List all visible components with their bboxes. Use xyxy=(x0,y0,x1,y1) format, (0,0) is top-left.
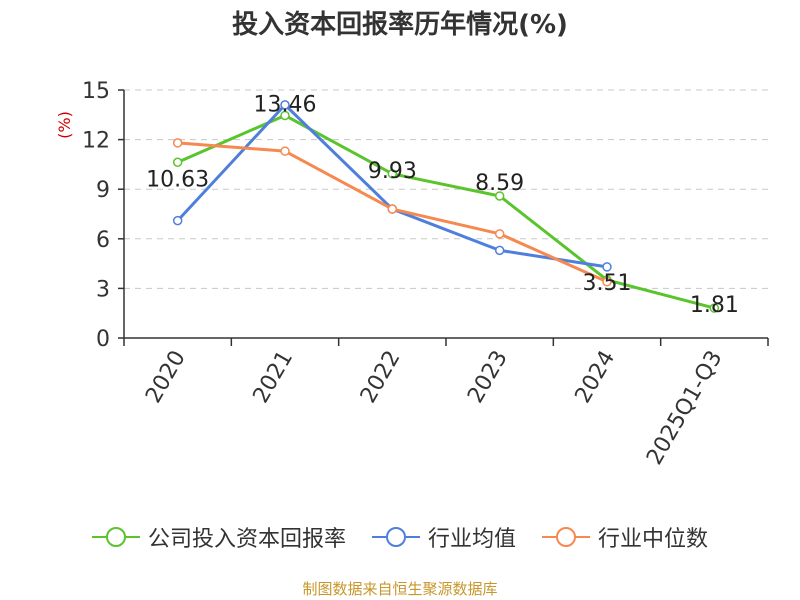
x-tick-label: 2025Q1-Q3 xyxy=(642,347,727,470)
y-axis-label: (%) xyxy=(55,111,74,139)
x-tick-label: 2023 xyxy=(463,346,513,407)
x-tick-label: 2021 xyxy=(249,347,299,408)
data-label: 8.59 xyxy=(475,171,524,196)
data-point-series-2 xyxy=(172,138,183,148)
y-tick-label: 3 xyxy=(96,277,110,302)
data-label: 10.63 xyxy=(146,167,209,192)
legend-item-company[interactable]: 公司投入资本回报率 xyxy=(91,521,346,553)
legend-item-industry-mean[interactable]: 行业均值 xyxy=(371,521,516,553)
data-point-series-1 xyxy=(494,245,505,256)
y-tick-label: 15 xyxy=(82,79,110,104)
x-tick-label: 2022 xyxy=(356,347,406,408)
legend-item-industry-median[interactable]: 行业中位数 xyxy=(542,521,708,553)
data-label: 9.93 xyxy=(368,159,417,184)
data-point-series-1 xyxy=(602,262,612,272)
data-point-series-0 xyxy=(172,157,183,168)
chart-title: 投入资本回报率历年情况(%) xyxy=(232,10,568,40)
legend-marker-industry-median xyxy=(542,527,590,547)
legend-marker-company xyxy=(91,527,140,547)
data-point-series-0 xyxy=(494,191,505,201)
data-label: 1.81 xyxy=(690,293,739,318)
y-tick-label: 12 xyxy=(82,129,110,154)
data-label: 13.46 xyxy=(254,92,317,117)
data-point-series-2 xyxy=(280,146,290,156)
legend-label-industry-mean: 行业均值 xyxy=(427,527,516,552)
data-point-series-1 xyxy=(280,100,290,110)
x-tick-label: 2020 xyxy=(141,347,191,408)
legend-label-industry-median: 行业中位数 xyxy=(598,527,709,552)
series-line-1 xyxy=(176,103,608,269)
data-label: 3.51 xyxy=(583,271,632,296)
y-tick-label: 6 xyxy=(96,228,110,253)
x-tick-label: 2024 xyxy=(571,347,621,408)
legend: 公司投入资本回报率 行业均值 行业中位数 xyxy=(0,520,800,554)
legend-label-company: 公司投入资本回报率 xyxy=(147,527,346,552)
legend-marker-industry-mean xyxy=(371,527,420,547)
data-point-series-2 xyxy=(494,229,505,239)
data-point-series-0 xyxy=(709,303,720,313)
data-point-series-2 xyxy=(602,277,612,287)
data-point-series-1 xyxy=(172,215,183,226)
series-line-0 xyxy=(177,113,715,310)
y-tick-label: 9 xyxy=(96,178,110,203)
source-note: 制图数据来自恒生聚源数据库 xyxy=(302,580,498,598)
data-point-series-0 xyxy=(280,110,290,121)
data-point-series-0 xyxy=(387,169,398,179)
y-tick-label: 0 xyxy=(96,327,110,352)
data-point-series-2 xyxy=(387,204,398,214)
